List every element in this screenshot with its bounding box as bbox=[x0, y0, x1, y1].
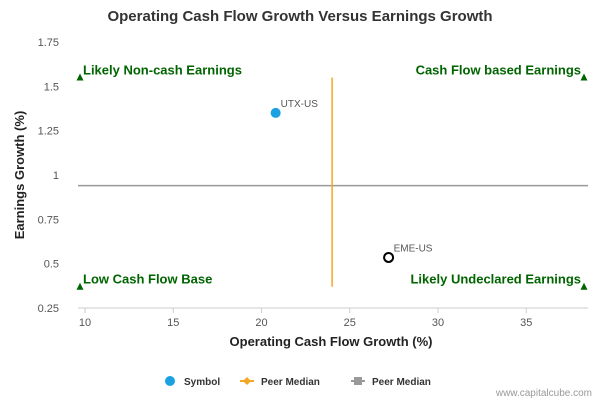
data-point-marker bbox=[270, 107, 281, 118]
legend-label: Peer Median bbox=[261, 377, 320, 388]
legend-square-icon bbox=[354, 377, 362, 385]
y-axis-ticks: 0.25 0.5 0.75 1 1.25 1.5 1.75 bbox=[38, 37, 59, 315]
y-tick-label: 0.5 bbox=[44, 259, 59, 271]
quadrant-label: Likely Non-cash Earnings bbox=[83, 62, 242, 77]
quadrant-marker-triangle bbox=[76, 73, 84, 81]
quadrant-label: Likely Undeclared Earnings bbox=[410, 272, 581, 287]
data-point-marker bbox=[383, 251, 395, 263]
quadrant-marker-triangle bbox=[76, 282, 84, 290]
y-tick-label: 1.5 bbox=[44, 81, 59, 93]
x-tick-label: 35 bbox=[520, 317, 532, 329]
x-tick-label: 10 bbox=[79, 317, 91, 329]
y-tick-label: 1.75 bbox=[38, 37, 59, 49]
x-tick-label: 25 bbox=[344, 317, 356, 329]
y-tick-label: 0.75 bbox=[38, 214, 59, 226]
quadrant-label: Cash Flow based Earnings bbox=[416, 62, 581, 77]
y-tick-label: 1.25 bbox=[38, 126, 59, 138]
legend-symbol-icon bbox=[165, 376, 175, 386]
legend-label: Symbol bbox=[184, 377, 220, 388]
x-tick-label: 30 bbox=[432, 317, 444, 329]
quadrant-marker-triangle bbox=[580, 73, 588, 81]
x-axis-ticks: 10 15 20 25 30 35 bbox=[79, 308, 532, 329]
quadrant-marker-triangle bbox=[580, 282, 588, 290]
legend-label: Peer Median bbox=[372, 377, 431, 388]
legend-diamond-icon bbox=[243, 377, 251, 385]
data-points: UTX-US EME-US bbox=[270, 99, 433, 263]
x-tick-label: 15 bbox=[167, 317, 179, 329]
y-tick-label: 0.25 bbox=[38, 303, 59, 315]
data-point-label: UTX-US bbox=[281, 99, 319, 110]
chart-title: Operating Cash Flow Growth Versus Earnin… bbox=[107, 8, 493, 25]
credit-text: www.capitalcube.com bbox=[495, 388, 592, 399]
y-tick-label: 1 bbox=[53, 170, 59, 182]
quadrant-labels: Likely Non-cash Earnings Cash Flow based … bbox=[76, 62, 588, 290]
legend: Symbol Peer Median Peer Median bbox=[165, 376, 431, 388]
x-axis-title: Operating Cash Flow Growth (%) bbox=[230, 334, 433, 349]
data-point-label: EME-US bbox=[394, 243, 433, 254]
quadrant-label: Low Cash Flow Base bbox=[83, 272, 212, 287]
y-axis-title: Earnings Growth (%) bbox=[12, 111, 27, 240]
x-tick-label: 20 bbox=[255, 317, 267, 329]
